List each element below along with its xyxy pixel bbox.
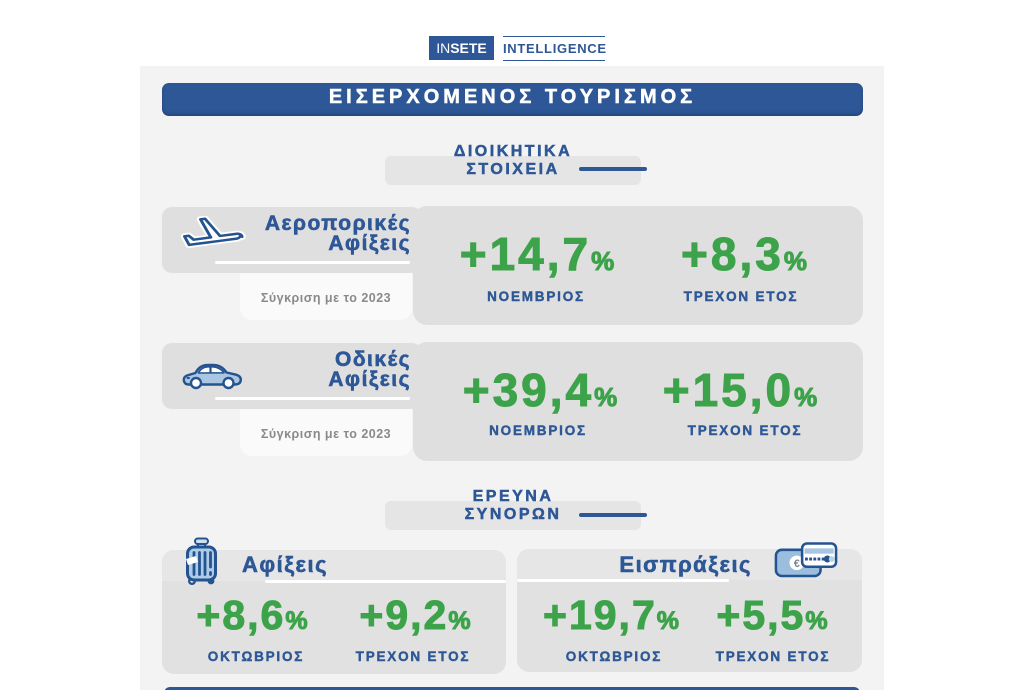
svg-text:€: € (794, 558, 800, 570)
